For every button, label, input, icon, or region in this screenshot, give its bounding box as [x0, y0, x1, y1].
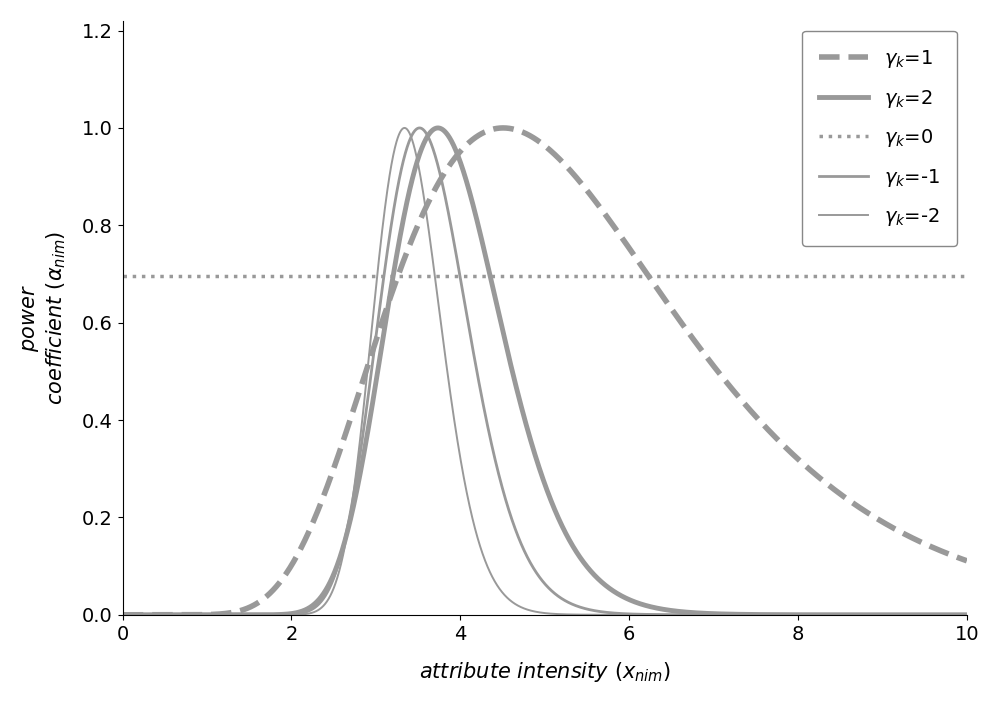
X-axis label: $\mathit{attribute\ intensity\ (x_{nim})}$: $\mathit{attribute\ intensity\ (x_{nim})… — [419, 660, 671, 684]
Legend: $\gamma_k$=1, $\gamma_k$=2, $\gamma_k$=0, $\gamma_k$=-1, $\gamma_k$=-2: $\gamma_k$=1, $\gamma_k$=2, $\gamma_k$=0… — [802, 30, 957, 245]
Y-axis label: $\mathit{power}$
$\mathit{coefficient\ (\alpha_{nim})}$: $\mathit{power}$ $\mathit{coefficient\ (… — [21, 231, 68, 405]
